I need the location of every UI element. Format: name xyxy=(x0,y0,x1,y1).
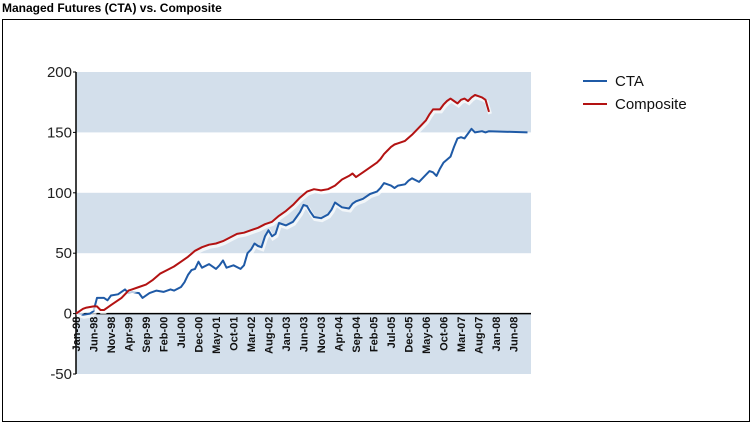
legend-label-cta: CTA xyxy=(615,73,644,90)
x-tick-label: Nov-03 xyxy=(316,317,328,354)
y-tick-label: 0 xyxy=(64,306,72,323)
legend: CTA Composite xyxy=(583,73,687,113)
series-shadow xyxy=(75,94,492,318)
x-tick-label: Feb-00 xyxy=(159,317,171,352)
chart-bands xyxy=(76,72,531,374)
y-tick-label: 150 xyxy=(47,124,72,141)
y-tick-label: 100 xyxy=(47,185,72,202)
x-tick-label: Jun-08 xyxy=(509,317,521,352)
x-tick-label: Jun-03 xyxy=(299,317,311,352)
legend-label-composite: Composite xyxy=(615,96,687,113)
band-50-100 xyxy=(76,192,531,254)
band-neg50-0 xyxy=(76,313,531,374)
x-tick-label: Oct-06 xyxy=(439,317,451,351)
series-line-composite xyxy=(75,94,490,315)
x-axis: Jan-98 Jun-98 Nov-98 Apr-99 Sep-99 Feb-00 Jul-… xyxy=(71,312,531,354)
y-tick-label: 50 xyxy=(55,245,72,262)
y-tick-label: -50 xyxy=(50,366,72,383)
x-tick-label: May-01 xyxy=(211,317,223,354)
x-tick-label: Nov-98 xyxy=(106,317,118,354)
plot-area xyxy=(75,94,529,319)
x-tick-label: Apr-04 xyxy=(334,316,346,352)
x-tick-label: Mar-07 xyxy=(456,317,468,352)
x-tick-label: Feb-05 xyxy=(369,317,381,352)
x-tick-label: Jul-00 xyxy=(176,317,188,349)
x-tick-label: Jan-03 xyxy=(281,317,293,352)
x-tick-label: Aug-02 xyxy=(264,317,276,354)
x-tick-label: Dec-00 xyxy=(194,317,206,353)
series-line-cta xyxy=(75,127,528,316)
x-tick-label: Aug-07 xyxy=(474,317,486,354)
x-tick-label: Dec-05 xyxy=(404,317,416,353)
chart-frame: 200 150 100 50 0 -50 Jan-98 Jun-98 Nov-98 Apr-99… xyxy=(2,19,750,422)
x-tick-label: Jan-98 xyxy=(71,317,83,352)
x-tick-label: Oct-01 xyxy=(229,317,241,351)
y-tick-label: 200 xyxy=(47,64,72,81)
x-tick-label: Sep-04 xyxy=(351,316,363,353)
page-title: Managed Futures (CTA) vs. Composite xyxy=(2,1,222,15)
x-tick-label: May-06 xyxy=(421,317,433,354)
x-tick-label: Mar-02 xyxy=(246,317,258,352)
x-tick-label: Apr-99 xyxy=(124,317,136,352)
y-axis: 200 150 100 50 0 -50 xyxy=(47,64,77,383)
x-tick-label: Jun-98 xyxy=(89,317,101,352)
x-tick-label: Jan-08 xyxy=(491,317,503,352)
chart-svg: 200 150 100 50 0 -50 Jan-98 Jun-98 Nov-98 Apr-99… xyxy=(47,64,687,383)
x-tick-label: Sep-99 xyxy=(141,317,153,353)
x-tick-label: Jul-05 xyxy=(386,317,398,349)
